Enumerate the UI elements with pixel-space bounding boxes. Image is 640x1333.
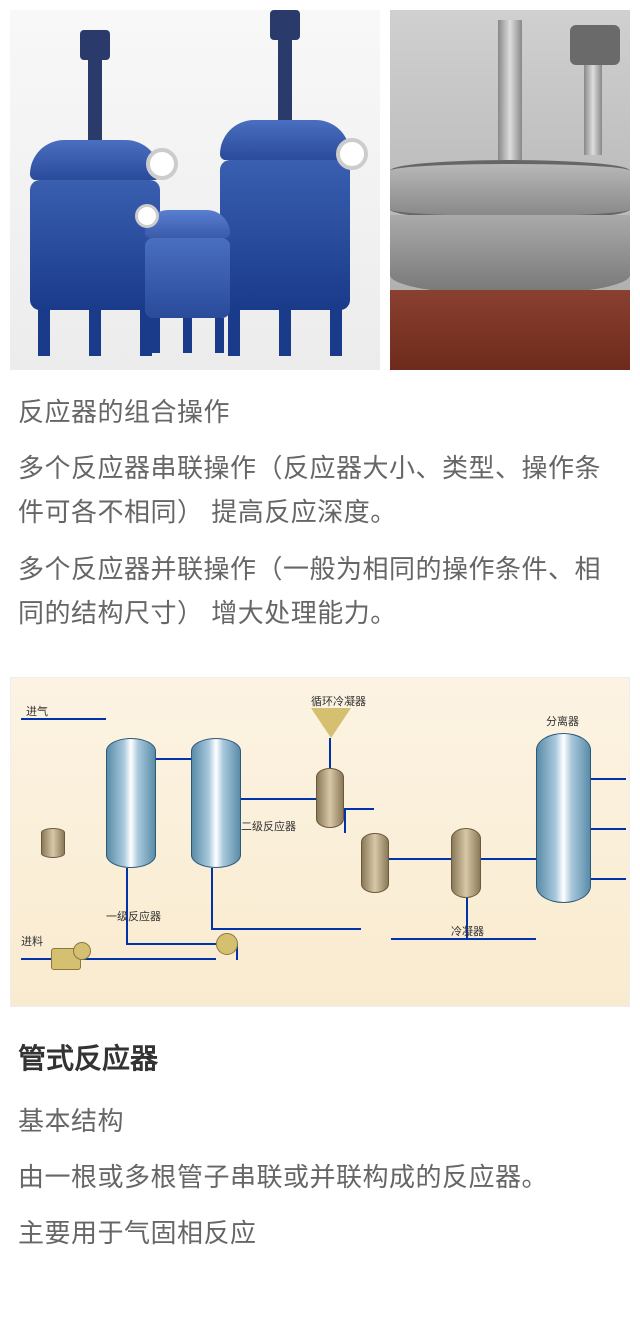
pressure-gauge-icon bbox=[135, 204, 159, 228]
vessel-icon bbox=[536, 733, 591, 903]
small-vessel-icon bbox=[316, 768, 344, 828]
paragraph-block-1: 反应器的组合操作 多个反应器串联操作（反应器大小、类型、操作条件可各不相同） 提… bbox=[0, 370, 640, 657]
flow-line bbox=[21, 958, 51, 960]
diagram-label: 进气 bbox=[26, 703, 48, 719]
flow-line bbox=[591, 878, 626, 880]
process-flow-diagram: 进气 循环冷凝器分离器二级反应器一级反应器冷凝器进料 bbox=[10, 677, 630, 1007]
flow-line bbox=[211, 868, 213, 928]
flow-line bbox=[481, 858, 536, 860]
funnel-icon bbox=[311, 708, 351, 738]
diagram-label: 冷凝器 bbox=[451, 923, 484, 939]
flow-line bbox=[156, 758, 191, 760]
flow-line bbox=[81, 958, 216, 960]
diagram-label: 分离器 bbox=[546, 713, 579, 729]
vessel-icon bbox=[106, 738, 156, 868]
small-vessel-icon bbox=[41, 828, 65, 858]
flow-line bbox=[241, 798, 316, 800]
para-parallel: 多个反应器并联操作（一般为相同的操作条件、相同的结构尺寸） 增大处理能力。 bbox=[18, 547, 622, 635]
flow-line bbox=[126, 943, 216, 945]
flow-line bbox=[329, 738, 331, 768]
reactor-photo-left bbox=[10, 10, 380, 370]
para-series: 多个反应器串联操作（反应器大小、类型、操作条件可各不相同） 提高反应深度。 bbox=[18, 446, 622, 534]
small-vessel-icon bbox=[451, 828, 481, 898]
flow-line bbox=[126, 868, 128, 943]
valve-icon bbox=[216, 933, 238, 955]
para-tube-use: 主要用于气固相反应 bbox=[18, 1211, 622, 1255]
section-2: 管式反应器 基本结构 由一根或多根管子串联或并联构成的反应器。 主要用于气固相反… bbox=[0, 1017, 640, 1256]
diagram-label: 进料 bbox=[21, 933, 43, 949]
flow-line bbox=[344, 808, 374, 810]
vessel-icon bbox=[191, 738, 241, 868]
flow-line bbox=[389, 858, 451, 860]
para-tube-desc: 由一根或多根管子串联或并联构成的反应器。 bbox=[18, 1155, 622, 1199]
small-vessel-icon bbox=[361, 833, 389, 893]
flow-line bbox=[344, 808, 346, 833]
diagram-label: 二级反应器 bbox=[241, 818, 296, 834]
diagram-label: 一级反应器 bbox=[106, 908, 161, 924]
pressure-gauge-icon bbox=[146, 148, 178, 180]
top-image-row bbox=[0, 0, 640, 370]
pressure-gauge-icon bbox=[336, 138, 368, 170]
diagram-label: 循环冷凝器 bbox=[311, 693, 366, 709]
flow-line bbox=[591, 778, 626, 780]
flow-line bbox=[591, 828, 626, 830]
para-basic-structure: 基本结构 bbox=[18, 1099, 622, 1143]
flow-line bbox=[211, 928, 361, 930]
para-combo-title: 反应器的组合操作 bbox=[18, 390, 622, 434]
tube-reactor-heading: 管式反应器 bbox=[18, 1037, 622, 1077]
reactor-photo-right bbox=[390, 10, 630, 370]
